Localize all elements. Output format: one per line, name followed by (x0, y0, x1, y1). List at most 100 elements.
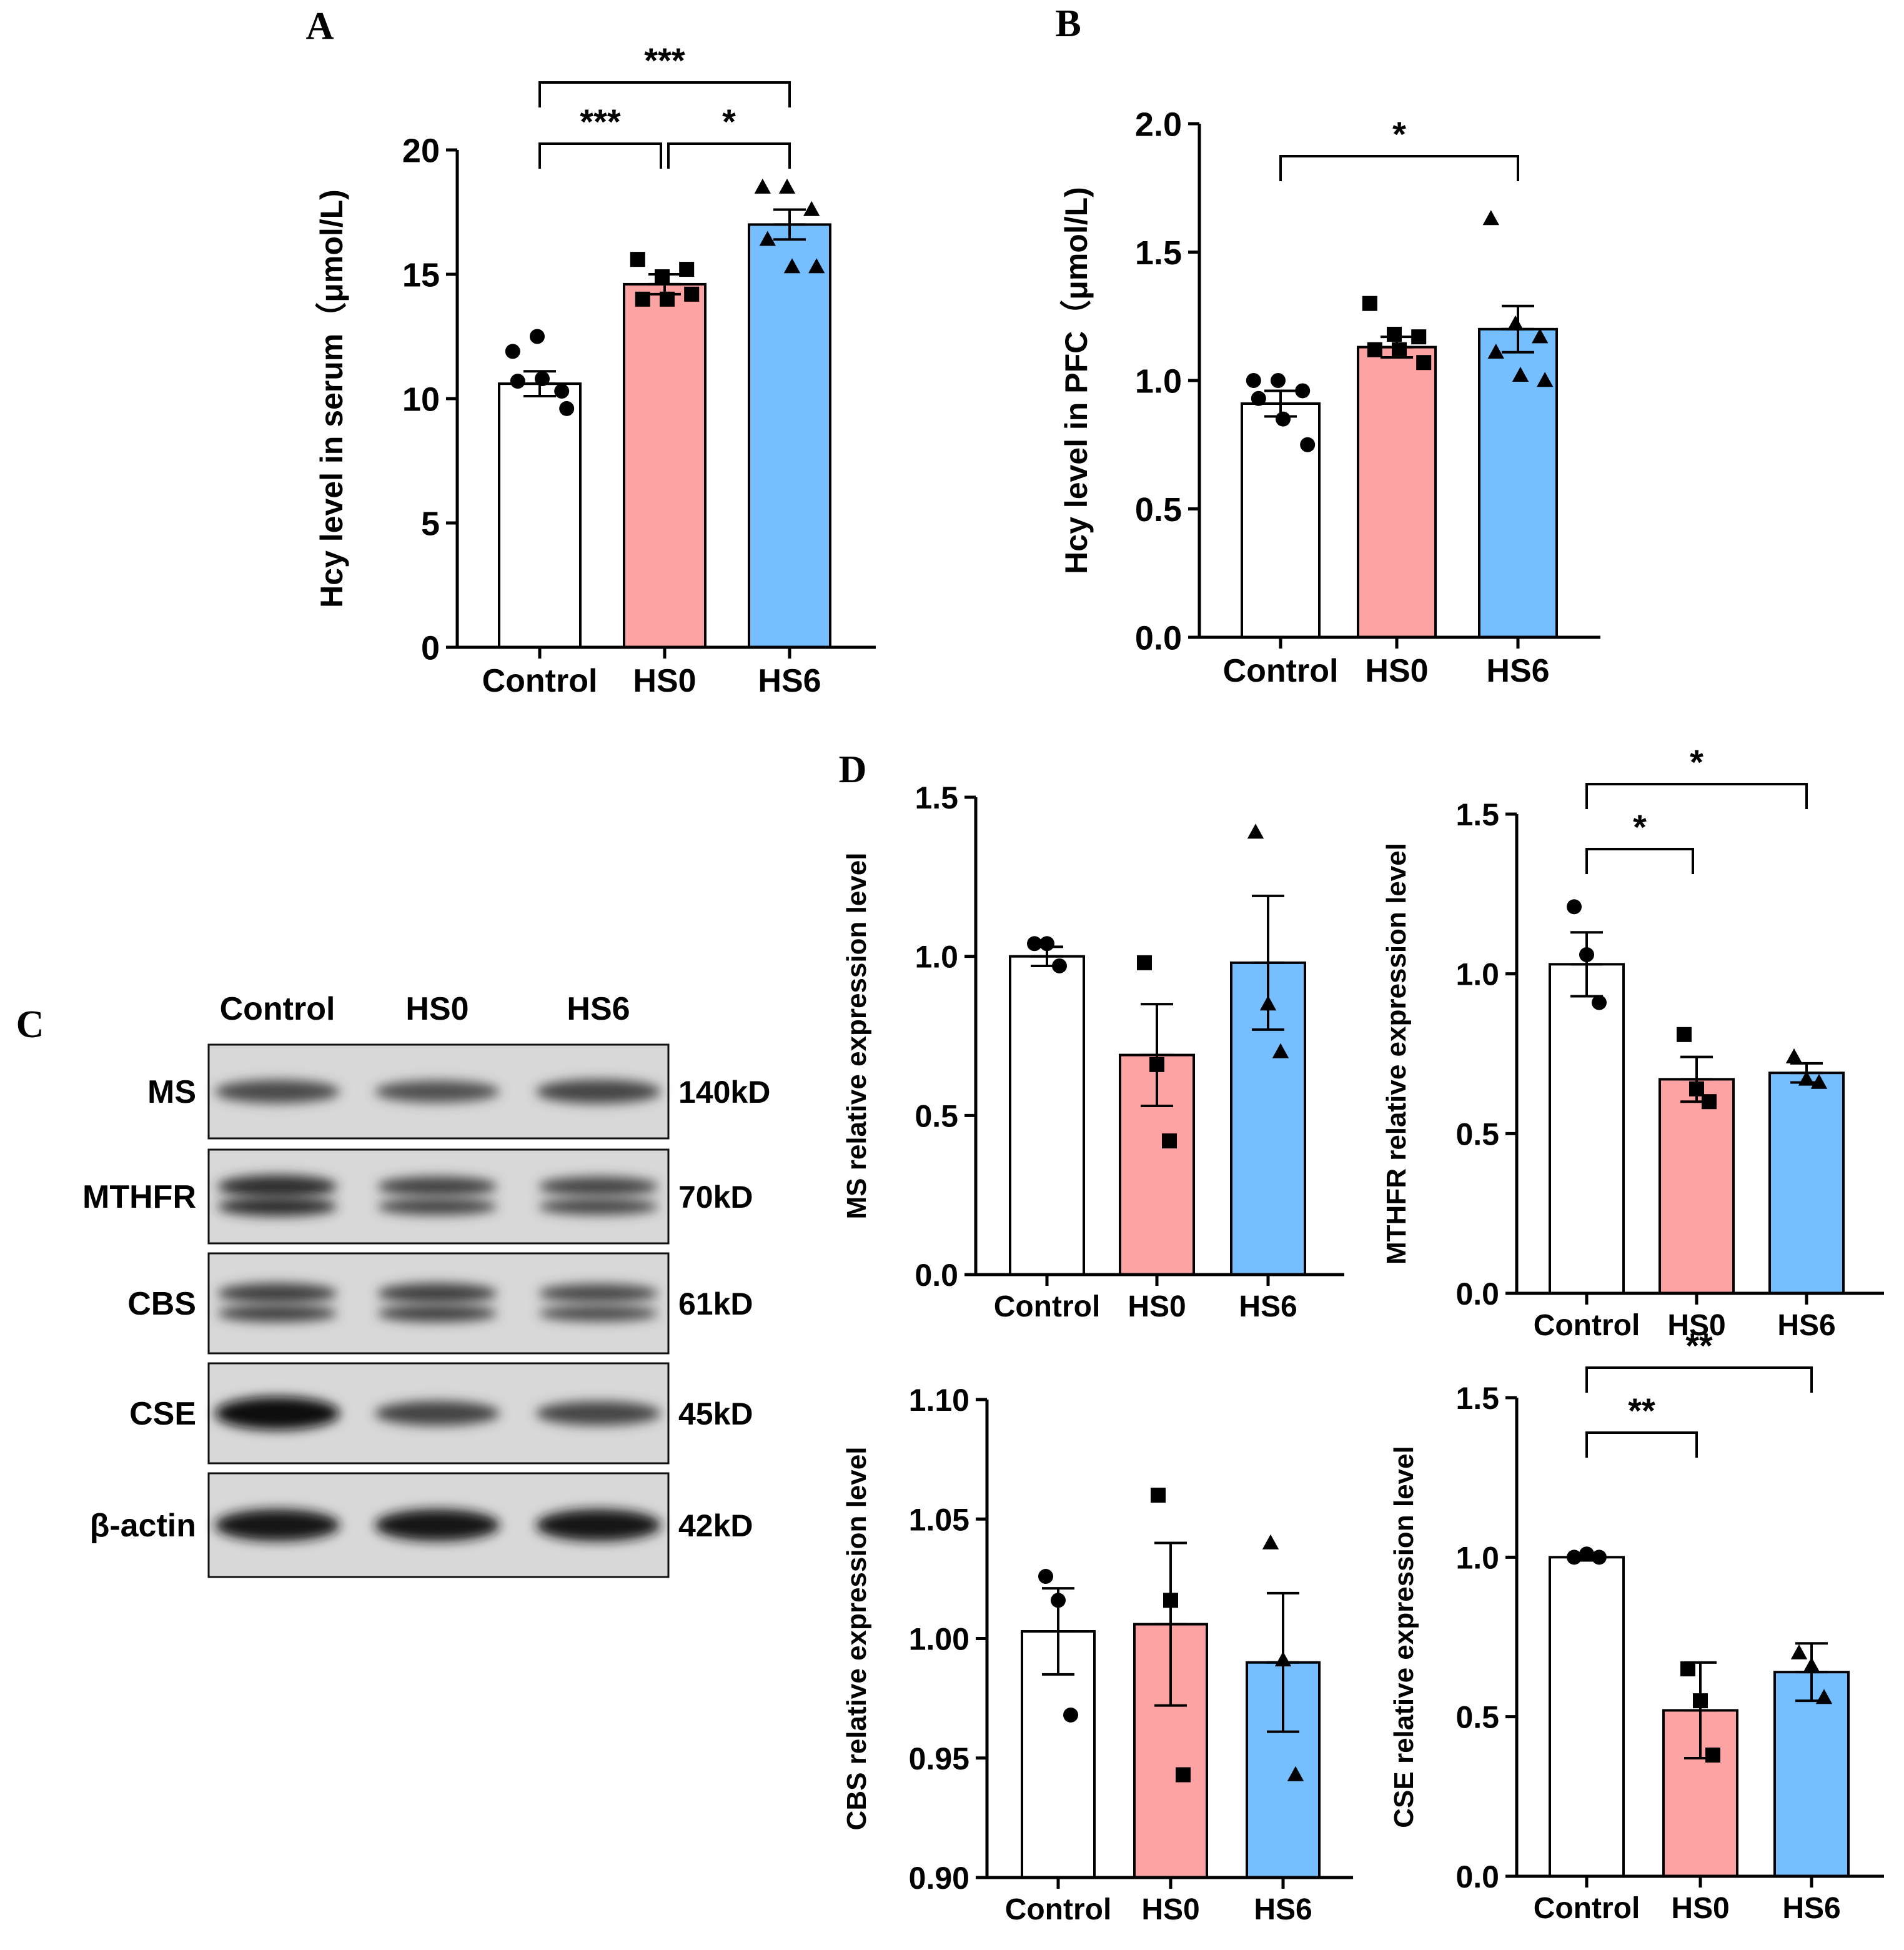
data-point-hs6 (1803, 1657, 1820, 1673)
data-point-hs0 (1367, 342, 1382, 357)
data-point-hs0 (1387, 327, 1402, 342)
data-point-hs0 (1163, 1593, 1178, 1608)
bracket-line (1585, 848, 1694, 874)
bracket-line (1279, 155, 1519, 181)
data-point-hs0 (1677, 1027, 1692, 1042)
y-tick-label: 1.0 (915, 940, 958, 975)
data-point-hs0 (679, 262, 695, 277)
bar-hs6 (1773, 1671, 1850, 1878)
data-point-hs0 (1149, 1057, 1164, 1072)
data-point-hs0 (1680, 1661, 1695, 1677)
y-axis-label: Hcy level in PFC（μmol/L) (1059, 187, 1094, 574)
x-tick-label: HS0 (1671, 1892, 1729, 1925)
data-point-hs6 (1482, 210, 1499, 226)
bracket-line (1585, 783, 1808, 809)
blot-size-label: 45kD (678, 1396, 753, 1431)
y-axis-label: CSE relative expression level (1389, 1446, 1419, 1828)
y-axis-label: Hcy level in serum（μmol/L) (314, 189, 349, 608)
data-point-control (1251, 390, 1266, 406)
y-tick-label: 1.00 (909, 1622, 969, 1657)
blot-size-label: 70kD (678, 1180, 753, 1215)
y-tick-label: 0.5 (1135, 491, 1182, 529)
error-bar-hs6 (773, 208, 806, 241)
significance-label: * (1633, 807, 1647, 847)
blot-row-ms: MS 140kD (147, 1043, 770, 1140)
blot-band (377, 1176, 497, 1197)
significance-bracket: ** (1585, 1326, 1813, 1393)
blot-band (217, 1196, 337, 1216)
x-tick-label: Control (1534, 1892, 1640, 1925)
x-tick-label: HS0 (633, 663, 696, 699)
y-tick-label: 1.5 (915, 780, 958, 815)
data-point-control (1063, 1707, 1078, 1723)
data-point-hs0 (1411, 329, 1427, 345)
data-point-hs6 (1259, 995, 1277, 1011)
data-point-hs0 (1693, 1693, 1708, 1709)
bar-hs0 (1659, 1078, 1735, 1295)
error-bar-control (1570, 931, 1603, 998)
x-tick-label: Control (1005, 1893, 1112, 1926)
x-tick-label: Control (994, 1290, 1101, 1323)
data-point-control (1592, 1550, 1607, 1565)
panel-label-b: B (1055, 2, 1081, 45)
blot-protein-label: CBS (127, 1286, 196, 1322)
y-tick-label: 1.5 (1135, 234, 1182, 272)
chart-cbs-expression: 0.90 0.95 1.00 1.05 1.10 Control HS0 HS6 CBS rel… (841, 1383, 1353, 1926)
y-axis-label: MTHFR relative expression level (1381, 843, 1412, 1265)
significance-label: ** (1685, 1326, 1713, 1365)
data-point-hs0 (1689, 1081, 1704, 1097)
x-tick-label: HS0 (1141, 1893, 1199, 1926)
x-tick-label: HS6 (758, 663, 821, 699)
data-point-control (1027, 936, 1042, 952)
blot-protein-label: β-actin (90, 1508, 196, 1544)
y-tick-label: 2.0 (1135, 106, 1182, 143)
panel-label-a: A (306, 5, 334, 47)
data-point-hs6 (759, 231, 776, 246)
data-point-control (1039, 936, 1054, 952)
significance-label: * (1690, 742, 1703, 782)
data-point-control (1038, 1569, 1053, 1584)
data-point-hs0 (635, 291, 650, 307)
data-point-hs6 (1287, 1766, 1304, 1781)
data-point-control (1246, 373, 1261, 388)
blot-protein-label: MTHFR (82, 1179, 196, 1215)
data-point-hs6 (1815, 1689, 1833, 1704)
x-tick-label: HS6 (1254, 1893, 1312, 1926)
significance-bracket: * (1585, 807, 1694, 874)
data-point-hs6 (1785, 1048, 1803, 1063)
blot-band (377, 1198, 497, 1215)
data-point-hs6 (1507, 315, 1524, 331)
y-tick-label: 0.95 (909, 1741, 969, 1776)
significance-label: ** (1628, 1391, 1655, 1430)
data-point-control (1051, 1593, 1066, 1608)
blot-band (377, 1305, 497, 1322)
y-tick-label: 1.0 (1455, 1540, 1499, 1575)
panel-label-c: C (16, 1003, 44, 1046)
data-point-control (1567, 1550, 1582, 1565)
data-point-hs6 (1790, 1644, 1808, 1659)
x-tick-label: HS6 (1239, 1290, 1297, 1323)
y-tick-label: 0.0 (915, 1258, 958, 1293)
data-point-hs6 (803, 201, 820, 216)
y-axis-label: CBS relative expression level (841, 1447, 872, 1831)
y-tick-label: 20 (402, 132, 440, 169)
y-tick-label: 0.5 (1455, 1117, 1499, 1152)
bar-control (1009, 955, 1085, 1276)
y-tick-label: 15 (402, 256, 440, 294)
significance-bracket: * (667, 102, 791, 169)
x-tick-label: HS0 (1667, 1309, 1725, 1342)
panel-label-d: D (839, 749, 867, 791)
y-tick-label: 1.05 (909, 1502, 969, 1537)
y-tick-label: 0.5 (915, 1098, 958, 1133)
data-point-control (1276, 411, 1291, 427)
blot-row-mthfr: MTHFR 70kD (82, 1148, 753, 1245)
data-point-hs0 (1137, 955, 1152, 970)
data-point-hs0 (660, 291, 675, 307)
data-point-hs6 (1512, 366, 1529, 382)
data-point-hs6 (1810, 1073, 1828, 1089)
lane-label-control: Control (220, 991, 335, 1027)
error-bar-hs6 (1795, 1642, 1828, 1703)
data-point-control (505, 344, 520, 359)
x-tick-label: HS0 (1128, 1290, 1186, 1323)
